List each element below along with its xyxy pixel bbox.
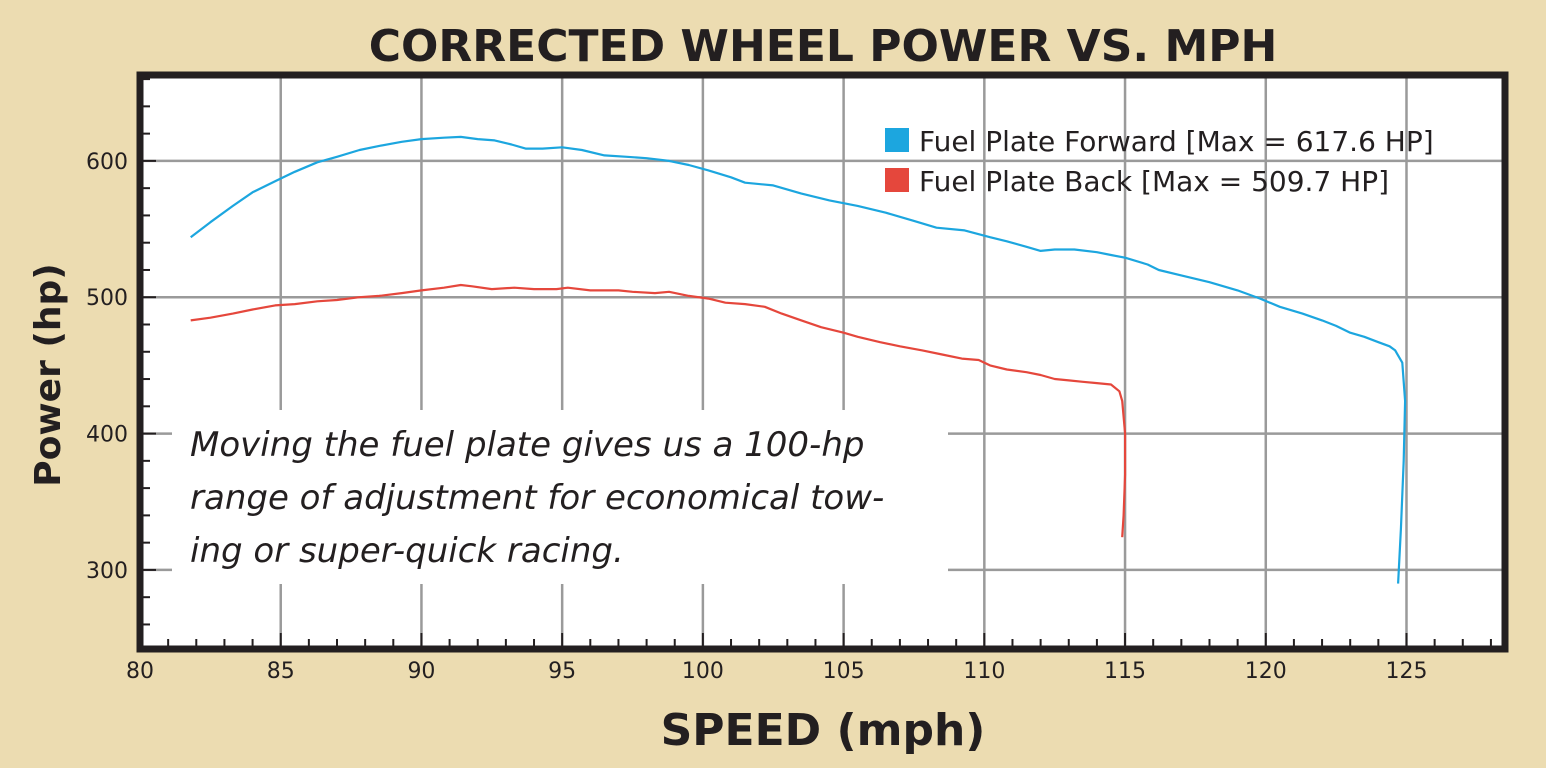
annotation-line: Moving the fuel plate gives us a 100-hp [190, 425, 864, 465]
legend-swatch [885, 168, 909, 192]
y-tick-label: 400 [86, 423, 128, 448]
series-line [190, 283, 1127, 538]
chart-title: CORRECTED WHEEL POWER VS. MPH [369, 21, 1278, 72]
x-tick-labels: 80 85 90 95 100 105 110 115 120 125 [126, 659, 1427, 684]
legend-label: Fuel Plate Back [Max = 509.7 HP] [919, 165, 1389, 198]
y-tick-labels: 300 400 500 600 [86, 150, 128, 584]
y-tick-label: 500 [86, 286, 128, 311]
y-tick-label: 300 [86, 559, 128, 584]
plot-frame [136, 71, 1509, 653]
x-axis-label: SPEED (mph) [661, 705, 986, 756]
annotation-box [172, 410, 948, 584]
annotation-line: ing or super-quick racing. [190, 531, 624, 571]
x-tick-label: 115 [1104, 659, 1146, 684]
legend: Fuel Plate Forward [Max = 617.6 HP] Fuel … [885, 125, 1434, 198]
x-tick-label: 110 [963, 659, 1005, 684]
series-line [190, 135, 1407, 584]
series-layer [190, 135, 1407, 584]
legend-swatch [885, 128, 909, 152]
x-tick-label: 105 [823, 659, 865, 684]
x-tick-label: 125 [1385, 659, 1427, 684]
annotation-text: Moving the fuel plate gives us a 100-hp … [190, 425, 884, 571]
x-tick-label: 95 [548, 659, 576, 684]
annotation-line: range of adjustment for economical tow- [190, 478, 884, 518]
x-tick-label: 100 [682, 659, 724, 684]
y-tick-label: 600 [86, 150, 128, 175]
x-tick-label: 80 [126, 659, 154, 684]
y-axis-label: Power (hp) [28, 263, 69, 486]
legend-label: Fuel Plate Forward [Max = 617.6 HP] [919, 125, 1434, 158]
x-tick-label: 120 [1245, 659, 1287, 684]
x-tick-label: 90 [407, 659, 435, 684]
x-tick-label: 85 [267, 659, 295, 684]
